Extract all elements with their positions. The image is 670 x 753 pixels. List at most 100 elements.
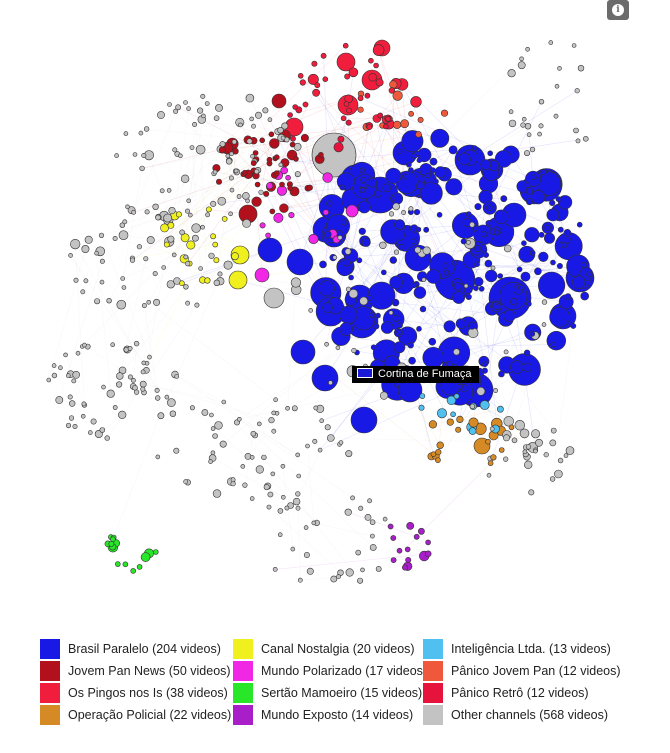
graph-node-brasil bbox=[524, 227, 540, 243]
graph-node-other bbox=[549, 476, 556, 482]
graph-node-other bbox=[152, 203, 159, 211]
graph-node-polarizado bbox=[285, 174, 291, 181]
graph-node-other bbox=[81, 245, 90, 254]
graph-node-pingos bbox=[368, 57, 374, 64]
graph-node-brasil bbox=[474, 277, 484, 287]
graph-node-brasil bbox=[326, 200, 333, 207]
graph-node-panico bbox=[408, 110, 414, 117]
graph-node-exposto bbox=[425, 539, 431, 546]
graph-node-other bbox=[388, 310, 394, 316]
graph-node-other bbox=[357, 577, 364, 584]
graph-node-other bbox=[152, 271, 158, 277]
graph-node-other bbox=[524, 122, 532, 130]
graph-node-other bbox=[466, 240, 471, 245]
graph-node-other bbox=[511, 437, 518, 444]
graph-node-other bbox=[143, 256, 149, 262]
graph-node-other bbox=[132, 152, 138, 157]
graph-node-other bbox=[157, 412, 165, 420]
graph-node-other bbox=[67, 394, 73, 400]
graph-node-other bbox=[68, 400, 76, 407]
graph-node-other bbox=[267, 117, 273, 122]
node-marker-icon bbox=[357, 368, 373, 378]
graph-node-other bbox=[528, 489, 535, 496]
graph-node-other bbox=[521, 116, 527, 122]
info-button[interactable]: i bbox=[607, 0, 629, 20]
graph-node-brasil bbox=[465, 211, 472, 217]
graph-node-other bbox=[212, 169, 218, 175]
graph-node-other bbox=[358, 505, 364, 511]
graph-node-brasil bbox=[257, 237, 283, 263]
graph-node-policial bbox=[428, 420, 438, 429]
graph-node-retro bbox=[345, 119, 352, 126]
graph-node-other bbox=[221, 399, 227, 405]
graph-node-jovem bbox=[218, 146, 226, 154]
graph-node-other bbox=[155, 395, 161, 401]
graph-node-other bbox=[127, 374, 133, 380]
graph-node-other bbox=[277, 532, 283, 538]
graph-node-other bbox=[66, 373, 71, 378]
graph-node-brasil bbox=[380, 269, 387, 276]
graph-node-other bbox=[312, 438, 318, 444]
graph-node-other bbox=[421, 277, 427, 283]
graph-node-nostalgia bbox=[160, 223, 169, 233]
graph-node-other bbox=[517, 61, 526, 70]
graph-node-inteligencia bbox=[419, 393, 426, 399]
graph-node-other bbox=[106, 298, 112, 304]
graph-node-brasil bbox=[286, 248, 314, 276]
graph-node-brasil bbox=[493, 229, 500, 236]
graph-node-brasil bbox=[481, 367, 488, 374]
graph-node-other bbox=[201, 113, 206, 119]
graph-node-brasil bbox=[525, 187, 533, 195]
graph-node-other bbox=[140, 386, 146, 392]
graph-node-other bbox=[379, 241, 387, 250]
graph-node-other bbox=[550, 427, 557, 434]
graph-node-brasil bbox=[360, 182, 367, 189]
graph-node-nostalgia bbox=[175, 211, 182, 218]
graph-node-other bbox=[392, 202, 401, 211]
graph-node-other bbox=[250, 153, 255, 159]
graph-node-pingos bbox=[314, 82, 321, 89]
graph-node-other bbox=[65, 422, 72, 429]
graph-node-policial bbox=[490, 454, 497, 461]
graph-node-brasil bbox=[359, 187, 366, 194]
graph-node-brasil bbox=[410, 282, 417, 289]
graph-node-polarizado bbox=[308, 233, 319, 245]
graph-node-brasil bbox=[396, 148, 403, 155]
graph-node-nostalgia bbox=[210, 233, 216, 240]
graph-node-policial bbox=[485, 438, 491, 445]
graph-node-other bbox=[230, 477, 236, 483]
graph-node-brasil bbox=[586, 271, 593, 278]
graph-node-other bbox=[245, 93, 255, 103]
graph-node-other bbox=[525, 46, 530, 52]
graph-node-other bbox=[217, 196, 227, 206]
graph-node-other bbox=[525, 444, 532, 450]
graph-node-other bbox=[345, 568, 354, 577]
graph-node-sertao bbox=[136, 564, 143, 570]
graph-node-nostalgia bbox=[179, 280, 185, 287]
graph-node-other bbox=[263, 287, 285, 309]
graph-node-other bbox=[270, 471, 276, 477]
graph-node-other bbox=[263, 484, 270, 491]
graph-node-other bbox=[210, 450, 216, 456]
graph-node-other bbox=[146, 236, 155, 245]
graph-node-other bbox=[134, 389, 140, 395]
graph-node-other bbox=[290, 277, 302, 288]
graph-node-other bbox=[313, 405, 319, 411]
graph-node-other bbox=[408, 206, 414, 212]
graph-node-other bbox=[167, 398, 176, 407]
graph-node-brasil bbox=[414, 150, 421, 157]
graph-node-other bbox=[332, 255, 338, 260]
graph-node-pingos bbox=[340, 115, 347, 122]
highlight-label: Cortina de Fumaça bbox=[352, 366, 479, 383]
graph-node-brasil bbox=[516, 266, 523, 273]
graph-node-other bbox=[189, 145, 195, 150]
graph-node-brasil bbox=[429, 167, 436, 174]
graph-node-other bbox=[225, 153, 231, 159]
graph-node-other bbox=[266, 504, 272, 510]
graph-node-brasil bbox=[498, 370, 505, 378]
graph-node-brasil bbox=[350, 406, 378, 434]
graph-node-brasil bbox=[452, 291, 466, 304]
graph-node-other bbox=[565, 446, 575, 455]
graph-node-brasil bbox=[361, 238, 371, 247]
graph-node-other bbox=[249, 496, 255, 501]
